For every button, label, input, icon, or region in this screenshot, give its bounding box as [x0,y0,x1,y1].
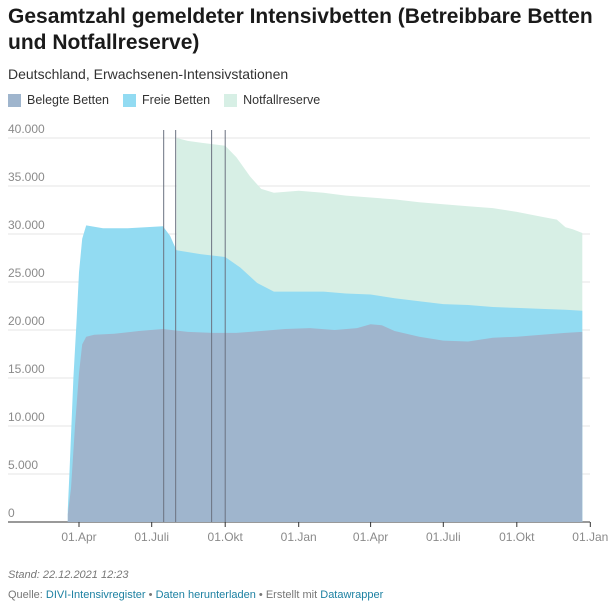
area-belegte-betten [67,324,583,522]
x-tick-label: 01.Jan [281,530,317,544]
legend-item-freie: Freie Betten [123,93,210,107]
x-tick-label: 01.Okt [499,530,535,544]
x-tick-label: 01.Okt [208,530,244,544]
legend-swatch-notfallreserve [224,93,238,107]
datawrapper-link[interactable]: Datawrapper [320,589,384,601]
legend-label-freie: Freie Betten [142,93,211,107]
x-tick-label: 01.Apr [353,530,388,544]
x-tick-label: 01.Juli [426,530,461,544]
legend-swatch-belegte [8,93,21,107]
stand-timestamp: Stand: 22.12.2021 12:23 [8,569,129,581]
source-prefix: Quelle: [8,589,43,601]
y-tick-label: 35.000 [8,170,45,184]
area-chart: 0 5.000 10.000 15.000 20.000 25.000 30.000 35.0… [8,122,608,544]
separator: • [258,589,263,601]
x-tick-label: 01.Juli [134,530,169,544]
y-tick-label: 25.000 [8,266,45,280]
separator: • [148,589,153,601]
legend-item-belegte: Belegte Betten [8,93,109,107]
y-tick-label: 5.000 [8,458,38,472]
chart-title: Gesamtzahl gemeldeter Intensivbetten (Be… [8,5,593,54]
x-tick-label: 01.Jan [572,530,608,544]
y-tick-label: 30.000 [8,218,45,232]
y-tick-label: 40.000 [8,122,45,136]
download-data-link[interactable]: Daten herunterladen [155,589,256,601]
x-tick-label: 01.Apr [61,530,96,544]
legend-label-belegte: Belegte Betten [27,93,110,107]
source-link[interactable]: DIVI-Intensivregister [45,589,146,601]
legend-swatch-freie [123,93,137,107]
y-tick-label: 15.000 [8,362,45,376]
legend: Belegte Betten Freie Betten Notfallreser… [8,93,320,107]
created-prefix: Erstellt mit [265,589,318,601]
y-tick-label: 0 [8,506,15,520]
y-tick-label: 10.000 [8,410,45,424]
y-tick-label: 20.000 [8,314,45,328]
chart-subtitle: Deutschland, Erwachsenen-Intensivstation… [8,66,289,82]
source-line: Quelle: DIVI-Intensivregister • Daten he… [8,589,383,601]
legend-item-notfallreserve: Notfallreserve [224,93,320,107]
legend-label-notfallreserve: Notfallreserve [243,93,321,107]
